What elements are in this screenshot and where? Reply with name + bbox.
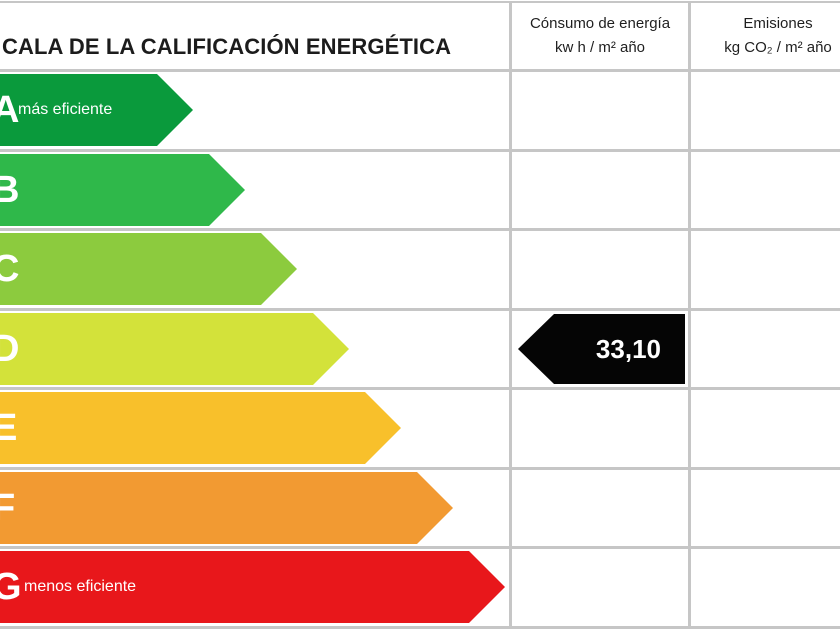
rating-letter: A — [0, 89, 20, 131]
grid-row-line — [0, 626, 840, 629]
emisiones-header-title: Emisiones — [743, 15, 813, 32]
rating-bar-b: B — [0, 154, 245, 226]
emisiones-header-unit: kg CO₂ / m² año — [724, 39, 832, 56]
scale-title: CALA DE LA CALIFICACIÓN ENERGÉTICA — [2, 34, 452, 59]
emisiones-header: Emisiones kg CO₂ / m² año — [691, 12, 840, 60]
rating-letter: D — [0, 328, 20, 370]
rating-letter: F — [0, 487, 16, 529]
rating-letter: G — [0, 566, 22, 608]
grid-row-line — [0, 149, 840, 152]
consumo-header-title: Cónsumo de energía — [529, 15, 671, 32]
consumo-header-unit: kw h / m² año — [554, 39, 646, 56]
grid-row-line — [0, 467, 840, 470]
consumo-header: Cónsumo de energía kw h / m² año — [511, 12, 689, 60]
rating-note: menos eficiente — [24, 578, 137, 595]
rating-bar-d: D — [0, 313, 349, 385]
grid-row-line — [0, 228, 840, 231]
rating-note: más eficiente — [18, 101, 113, 118]
grid-row-line — [0, 546, 840, 549]
grid-row-line — [0, 69, 840, 72]
rating-bar-e: E — [0, 392, 401, 464]
consumo-rating-value: 33,10 — [595, 334, 661, 364]
rating-bar-f: F — [0, 472, 453, 544]
grid-row-line — [0, 308, 840, 311]
rating-letter: C — [0, 248, 20, 290]
rating-bar-c: C — [0, 233, 297, 305]
grid-col-line — [688, 1, 691, 629]
rating-letter: B — [0, 169, 20, 211]
grid-row-line — [0, 387, 840, 390]
consumo-rating-pointer: 33,10 — [518, 314, 685, 384]
grid-top-line — [0, 1, 840, 3]
grid-col-line — [509, 1, 512, 629]
rating-letter: E — [0, 407, 18, 449]
